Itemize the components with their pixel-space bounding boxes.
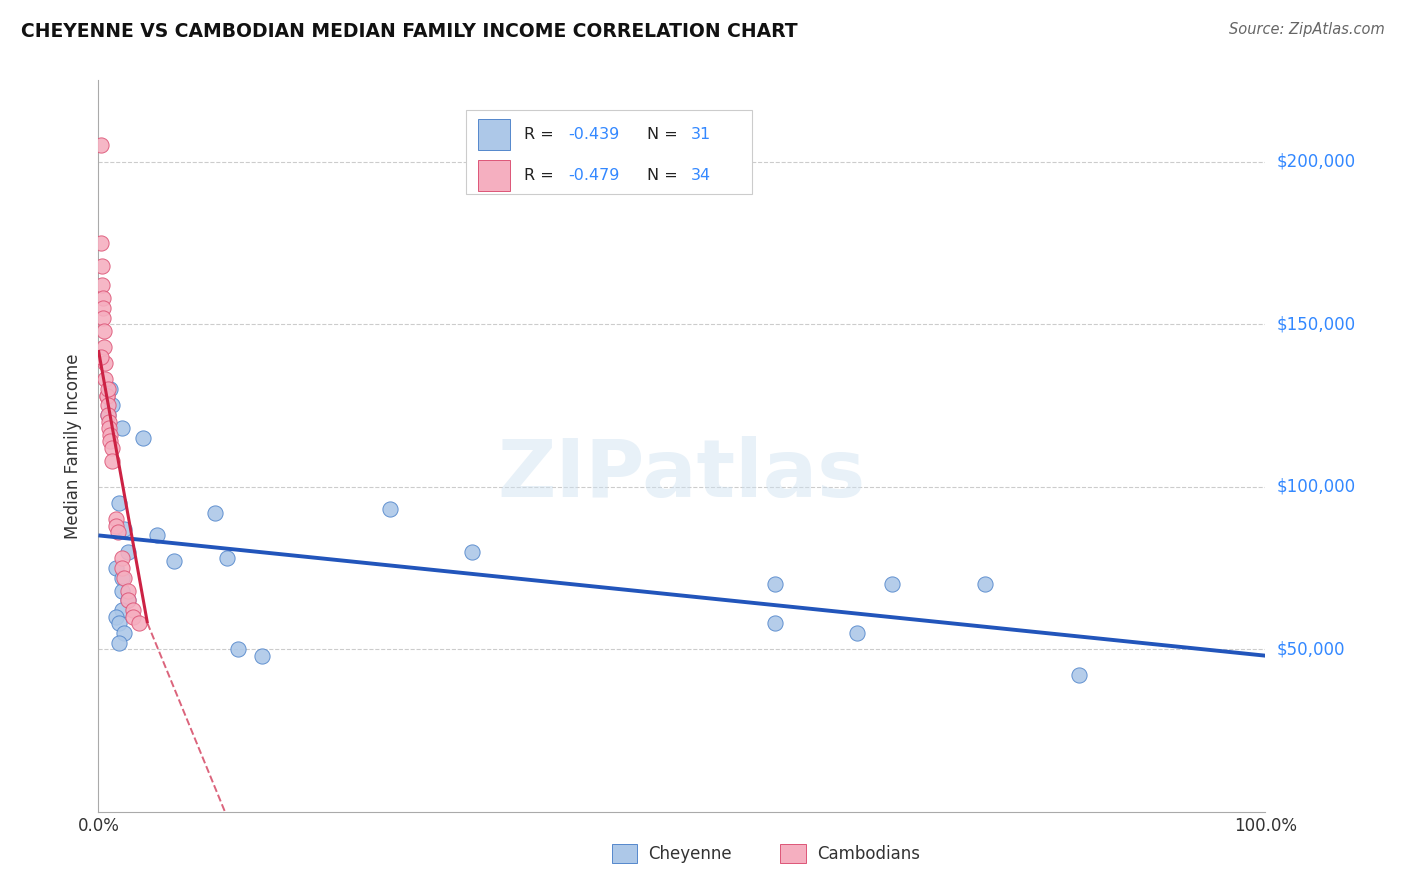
Point bbox=[974, 577, 997, 591]
Point bbox=[763, 616, 786, 631]
Point bbox=[90, 278, 112, 293]
Point bbox=[101, 398, 124, 412]
Point bbox=[97, 415, 120, 429]
Text: CHEYENNE VS CAMBODIAN MEDIAN FAMILY INCOME CORRELATION CHART: CHEYENNE VS CAMBODIAN MEDIAN FAMILY INCO… bbox=[21, 22, 797, 41]
Point bbox=[90, 259, 112, 273]
Text: Source: ZipAtlas.com: Source: ZipAtlas.com bbox=[1229, 22, 1385, 37]
Point bbox=[380, 502, 402, 516]
Text: R =: R = bbox=[524, 168, 560, 183]
FancyBboxPatch shape bbox=[478, 120, 510, 150]
Text: N =: N = bbox=[647, 128, 683, 142]
Y-axis label: Median Family Income: Median Family Income bbox=[65, 353, 83, 539]
Point bbox=[108, 616, 131, 631]
Point bbox=[117, 593, 139, 607]
Point bbox=[117, 583, 139, 598]
Point bbox=[111, 571, 134, 585]
Point bbox=[108, 496, 131, 510]
Text: Cheyenne: Cheyenne bbox=[648, 845, 731, 863]
Point bbox=[93, 340, 115, 354]
Point bbox=[93, 324, 115, 338]
Point bbox=[91, 301, 114, 315]
Text: $200,000: $200,000 bbox=[1277, 153, 1355, 170]
Text: -0.479: -0.479 bbox=[568, 168, 620, 183]
Point bbox=[104, 609, 127, 624]
Point bbox=[146, 528, 169, 542]
FancyBboxPatch shape bbox=[465, 110, 752, 194]
Point bbox=[90, 350, 112, 364]
Point bbox=[97, 421, 120, 435]
Point bbox=[1067, 668, 1090, 682]
Point bbox=[108, 635, 131, 649]
Point bbox=[122, 603, 145, 617]
Point bbox=[96, 389, 118, 403]
Point bbox=[111, 583, 134, 598]
Point bbox=[101, 441, 124, 455]
Point bbox=[112, 626, 135, 640]
Point bbox=[104, 561, 127, 575]
Point bbox=[104, 512, 127, 526]
Point bbox=[461, 544, 484, 558]
Point bbox=[117, 544, 139, 558]
Point bbox=[96, 389, 118, 403]
Point bbox=[111, 421, 134, 435]
Point bbox=[132, 431, 155, 445]
Point bbox=[90, 235, 112, 250]
Point bbox=[101, 453, 124, 467]
Point bbox=[128, 616, 150, 631]
Point bbox=[90, 138, 112, 153]
Point bbox=[98, 382, 121, 396]
Text: 34: 34 bbox=[692, 168, 711, 183]
Point bbox=[107, 525, 129, 540]
Point bbox=[112, 522, 135, 536]
Text: -0.439: -0.439 bbox=[568, 128, 620, 142]
Point bbox=[97, 408, 120, 422]
Text: N =: N = bbox=[647, 168, 683, 183]
Point bbox=[104, 518, 127, 533]
Point bbox=[880, 577, 903, 591]
Point bbox=[111, 561, 134, 575]
Point bbox=[215, 551, 238, 566]
Point bbox=[97, 382, 120, 396]
Point bbox=[117, 593, 139, 607]
Text: $100,000: $100,000 bbox=[1277, 477, 1355, 496]
Point bbox=[763, 577, 786, 591]
Text: $50,000: $50,000 bbox=[1277, 640, 1346, 658]
Point bbox=[228, 642, 250, 657]
Point bbox=[111, 603, 134, 617]
Point bbox=[98, 427, 121, 442]
Point bbox=[91, 310, 114, 325]
Point bbox=[91, 291, 114, 305]
Text: ZIPatlas: ZIPatlas bbox=[498, 436, 866, 515]
Point bbox=[97, 408, 120, 422]
Point bbox=[97, 398, 120, 412]
Point bbox=[163, 554, 186, 568]
Point bbox=[250, 648, 273, 663]
Text: R =: R = bbox=[524, 128, 560, 142]
Text: 31: 31 bbox=[692, 128, 711, 142]
Point bbox=[94, 372, 117, 386]
Point bbox=[111, 551, 134, 566]
Text: Cambodians: Cambodians bbox=[817, 845, 920, 863]
FancyBboxPatch shape bbox=[478, 160, 510, 191]
Point bbox=[846, 626, 869, 640]
Point bbox=[122, 609, 145, 624]
Point bbox=[112, 571, 135, 585]
Point bbox=[204, 506, 226, 520]
Point bbox=[94, 356, 117, 370]
Text: $150,000: $150,000 bbox=[1277, 315, 1355, 333]
Point bbox=[98, 434, 121, 449]
